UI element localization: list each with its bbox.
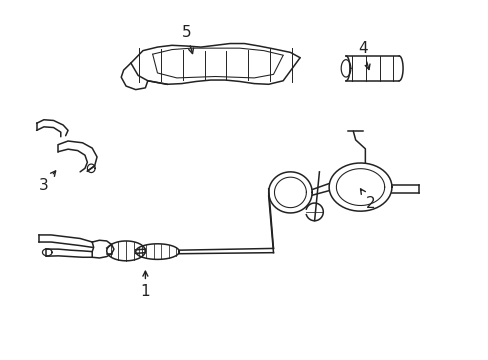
- Text: 1: 1: [140, 271, 150, 299]
- Text: 3: 3: [39, 171, 56, 193]
- Text: 4: 4: [357, 41, 369, 69]
- Text: 2: 2: [360, 189, 374, 211]
- Text: 5: 5: [182, 26, 193, 54]
